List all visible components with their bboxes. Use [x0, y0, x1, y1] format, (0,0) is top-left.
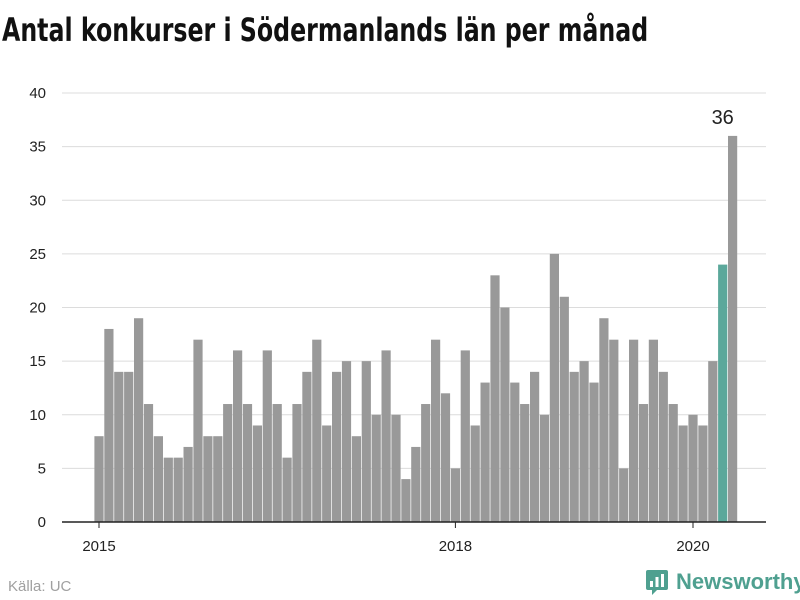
- bar: [173, 457, 183, 522]
- bar-chart-logo-icon: [646, 570, 668, 595]
- highlight-value-label: 36: [712, 107, 734, 129]
- bar: [569, 371, 579, 522]
- bar: [629, 339, 639, 522]
- bar: [213, 436, 223, 522]
- bar: [480, 382, 490, 522]
- bar: [193, 339, 203, 522]
- bar: [619, 468, 629, 522]
- bar: [153, 436, 163, 522]
- bar: [183, 446, 193, 522]
- bar: [381, 350, 391, 522]
- bar: [450, 468, 460, 522]
- bar: [668, 404, 678, 522]
- bar: [302, 371, 312, 522]
- bar: [104, 328, 114, 522]
- bar: [539, 414, 550, 522]
- bar: [351, 436, 361, 522]
- bar: [510, 382, 520, 522]
- y-tick-label: 30: [29, 192, 46, 209]
- bar: [134, 318, 144, 522]
- bar: [371, 414, 381, 522]
- chart-title: Antal konkurser i Södermanlands län per …: [2, 11, 649, 49]
- brand-name: Newsworthy: [676, 569, 800, 594]
- bar: [431, 339, 441, 522]
- bar: [688, 414, 698, 522]
- y-tick-label: 20: [29, 300, 46, 317]
- bar: [638, 404, 649, 522]
- y-tick-label: 35: [29, 139, 46, 156]
- bar: [579, 361, 589, 522]
- bar: [678, 425, 688, 522]
- bar: [312, 339, 322, 522]
- bar: [341, 361, 352, 522]
- bar: [233, 350, 243, 522]
- bar: [490, 275, 500, 522]
- y-tick-label: 25: [29, 246, 46, 263]
- bar: [262, 350, 272, 522]
- bar: [520, 404, 530, 522]
- bar: [549, 253, 559, 522]
- bar: [421, 404, 431, 522]
- y-tick-label: 0: [38, 514, 46, 531]
- bar-chart: 0 5 10 15 20 25 30 35 40 36 2015 2018 2020: [29, 85, 766, 555]
- bar: [728, 135, 738, 522]
- brand-logo: Newsworthy: [645, 568, 800, 596]
- y-tick-label: 10: [29, 407, 46, 424]
- bar: [124, 371, 134, 522]
- highlight-bar: [718, 264, 728, 522]
- bar: [599, 318, 609, 522]
- bar: [203, 436, 213, 522]
- bar: [292, 404, 302, 522]
- bar: [440, 393, 451, 522]
- bar: [658, 371, 668, 522]
- bar: [460, 350, 470, 522]
- bar: [114, 371, 124, 522]
- bar: [163, 457, 173, 522]
- x-tick-label: 2020: [676, 538, 709, 555]
- bar: [282, 457, 292, 522]
- bar: [223, 404, 233, 522]
- bar: [559, 296, 569, 522]
- bar: [470, 425, 480, 522]
- y-tick-label: 15: [29, 353, 46, 370]
- x-tick-label: 2018: [439, 538, 472, 555]
- bar: [648, 339, 658, 522]
- bar: [530, 371, 540, 522]
- bar: [391, 414, 401, 522]
- bar: [272, 404, 282, 522]
- bar: [708, 361, 718, 522]
- bar: [252, 425, 262, 522]
- bar: [609, 339, 619, 522]
- x-tick-label: 2015: [82, 538, 115, 555]
- y-tick-label: 40: [29, 85, 46, 102]
- source-note: Källa: UC: [8, 578, 72, 595]
- bar: [242, 404, 253, 522]
- bar: [361, 361, 371, 522]
- bar: [411, 446, 421, 522]
- bar: [401, 479, 411, 522]
- bar: [332, 371, 342, 522]
- bar: [698, 425, 708, 522]
- y-tick-label: 5: [38, 460, 46, 477]
- bar: [143, 404, 154, 522]
- bar: [322, 425, 332, 522]
- bar: [500, 307, 510, 522]
- bar: [94, 436, 104, 522]
- bar: [589, 382, 599, 522]
